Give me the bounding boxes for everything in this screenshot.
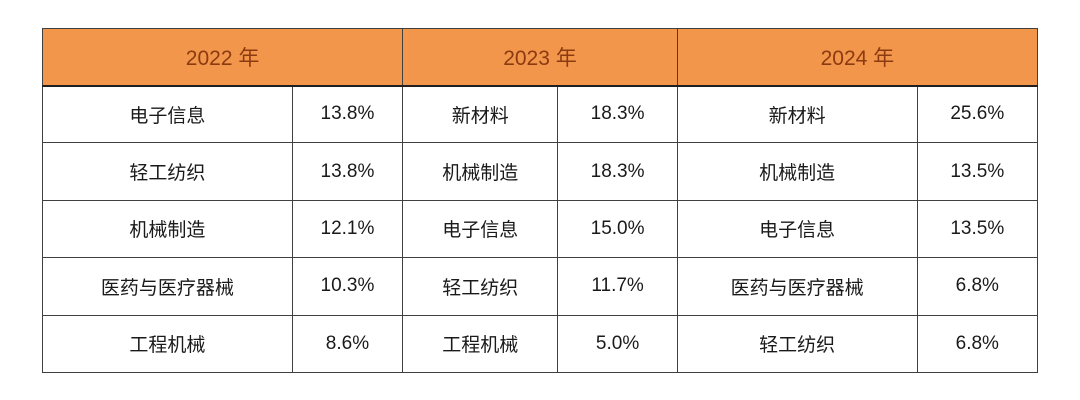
table-row: 机械制造 12.1% 电子信息 15.0% 电子信息 13.5% [42, 199, 1039, 259]
share-cell: 15.0% [557, 199, 678, 259]
industry-cell: 机械制造 [42, 199, 293, 259]
share-cell: 18.3% [557, 142, 678, 201]
share-cell: 11.7% [557, 257, 678, 316]
table-header-row: 2022 年 2023 年 2024 年 [41, 28, 1039, 87]
industry-cell: 机械制造 [676, 142, 918, 201]
share-cell: 25.6% [916, 84, 1039, 144]
industry-cell: 医药与医疗器械 [676, 257, 918, 316]
share-cell: 5.0% [557, 314, 678, 374]
year-header-2024: 2024 年 [676, 28, 1039, 87]
share-cell: 10.3% [291, 257, 404, 316]
table-row: 工程机械 8.6% 工程机械 5.0% 轻工纺织 6.8% [42, 314, 1039, 374]
share-cell: 6.8% [916, 314, 1039, 374]
table-row: 电子信息 13.8% 新材料 18.3% 新材料 25.6% [42, 84, 1039, 144]
industry-cell: 新材料 [676, 84, 918, 144]
year-header-2023: 2023 年 [402, 28, 678, 87]
share-cell: 18.3% [557, 84, 678, 144]
share-cell: 6.8% [916, 257, 1039, 316]
industry-cell: 轻工纺织 [402, 257, 559, 316]
industry-cell: 工程机械 [402, 314, 559, 374]
industry-cell: 医药与医疗器械 [42, 257, 293, 316]
industry-cell: 电子信息 [402, 199, 559, 259]
industry-cell: 新材料 [402, 84, 559, 144]
year-header-2022: 2022 年 [41, 28, 404, 87]
share-cell: 13.5% [916, 142, 1039, 201]
share-cell: 13.8% [291, 84, 404, 144]
industry-cell: 机械制造 [402, 142, 559, 201]
industry-cell: 工程机械 [42, 314, 293, 374]
industry-cell: 电子信息 [676, 199, 918, 259]
industry-cell: 电子信息 [42, 84, 293, 144]
industry-share-table: 2022 年 2023 年 2024 年 电子信息 13.8% 新材料 18.3… [41, 28, 1039, 374]
table-row: 医药与医疗器械 10.3% 轻工纺织 11.7% 医药与医疗器械 6.8% [42, 257, 1039, 316]
industry-cell: 轻工纺织 [676, 314, 918, 374]
share-cell: 13.8% [291, 142, 404, 201]
share-cell: 13.5% [916, 199, 1039, 259]
table-row: 轻工纺织 13.8% 机械制造 18.3% 机械制造 13.5% [42, 142, 1039, 201]
data-table: 2022 年 2023 年 2024 年 电子信息 13.8% 新材料 18.3… [41, 28, 1039, 374]
share-cell: 8.6% [291, 314, 404, 374]
share-cell: 12.1% [291, 199, 404, 259]
industry-cell: 轻工纺织 [42, 142, 293, 201]
